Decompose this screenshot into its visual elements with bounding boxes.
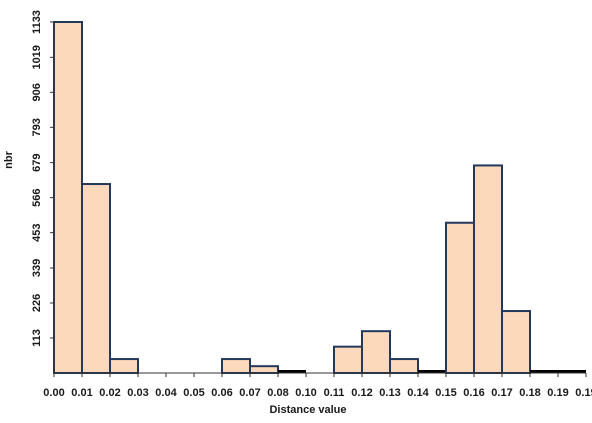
histogram-bar-6 (221, 358, 251, 375)
x-tick-label: 0.17 (491, 387, 512, 399)
x-tick-label: 0.08 (267, 387, 288, 399)
histogram-bar-12 (389, 358, 419, 375)
y-axis-title: nbr (3, 150, 15, 168)
histogram-bar-2 (109, 358, 139, 375)
y-tick-label: 793 (31, 118, 43, 136)
x-tick-label: 0.10 (295, 387, 316, 399)
x-tick-label: 0.15 (435, 387, 456, 399)
x-tick-label: 0.02 (99, 387, 120, 399)
x-tick-label: 0.16 (463, 387, 484, 399)
x-tick-label: 0.14 (407, 387, 429, 399)
histogram-bar-13 (418, 370, 446, 373)
histogram-bar-8 (278, 370, 306, 373)
y-tick-label: 906 (31, 83, 43, 101)
x-tick-label: 0.19 (575, 387, 592, 399)
histogram-bar-16 (501, 310, 531, 374)
histogram-bar-11 (361, 330, 391, 374)
y-tick-label: 679 (31, 153, 43, 171)
y-tick-label: 226 (31, 294, 43, 312)
histogram-bar-1 (81, 183, 111, 374)
histogram-bar-14 (445, 221, 475, 374)
x-tick-label: 0.18 (519, 387, 540, 399)
y-tick-label: 1133 (31, 10, 43, 34)
x-tick-label: 0.06 (211, 387, 232, 399)
x-axis-title: Distance value (269, 404, 346, 416)
x-axis: 0.00 0.01 0.02 0.03 0.04 0.05 0.06 0.07 0.08 0.10… (43, 372, 592, 399)
x-tick-label: 0.01 (71, 387, 92, 399)
x-tick-label: 0.00 (43, 387, 64, 399)
x-tick-label: 0.11 (324, 387, 345, 399)
x-tick-label: 0.19 (547, 387, 568, 399)
histogram-bar-10 (333, 345, 363, 375)
histogram-bar-18 (558, 370, 586, 373)
y-axis: 113 226 339 453 566 679 793 906 1019 1133 (31, 10, 55, 373)
x-tick-label: 0.05 (183, 387, 204, 399)
histogram-bar-0 (53, 21, 83, 374)
histogram-bar-15 (473, 164, 503, 374)
histogram-bar-7 (249, 365, 279, 375)
x-tick-label: 0.03 (127, 387, 148, 399)
bars-group (53, 21, 586, 375)
y-tick-label: 1019 (31, 45, 43, 69)
y-tick-label: 453 (31, 223, 43, 241)
x-tick-label: 0.13 (379, 387, 400, 399)
x-tick-label: 0.04 (155, 387, 177, 399)
histogram-bar-17 (530, 370, 558, 373)
x-tick-label: 0.07 (239, 387, 260, 399)
y-tick-label: 113 (31, 329, 43, 347)
y-tick-label: 566 (31, 188, 43, 206)
y-tick-label: 339 (31, 259, 43, 277)
x-tick-label: 0.12 (351, 387, 372, 399)
